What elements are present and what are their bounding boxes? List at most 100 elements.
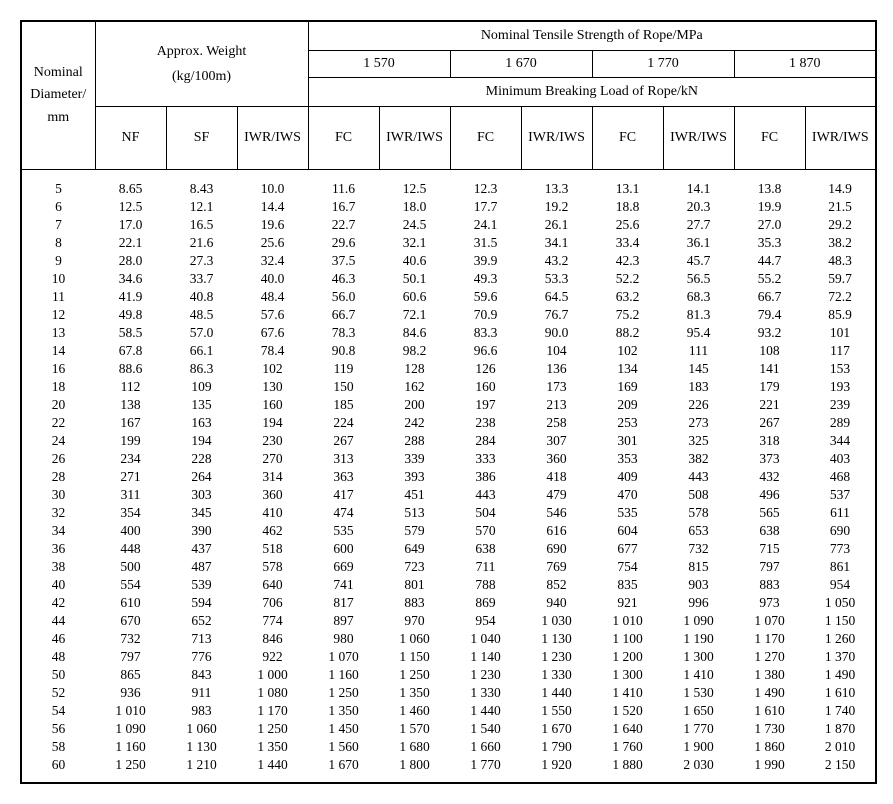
cell: 1 230: [521, 648, 592, 666]
cell: 677: [592, 540, 663, 558]
table-row: 36448437518600649638690677732715773: [21, 540, 876, 558]
cell: 1 090: [95, 720, 166, 738]
cell: 546: [521, 504, 592, 522]
cell: 843: [166, 666, 237, 684]
cell: 470: [592, 486, 663, 504]
cell: 42: [21, 594, 95, 612]
cell: 1 440: [450, 702, 521, 720]
table-row: 34400390462535579570616604653638690: [21, 522, 876, 540]
cell: 46.3: [308, 270, 379, 288]
table-row: 1249.848.557.666.772.170.976.775.281.379…: [21, 306, 876, 324]
cell: 911: [166, 684, 237, 702]
cell: 20: [21, 396, 95, 414]
cell: 954: [805, 576, 876, 594]
cell: 88.6: [95, 360, 166, 378]
cell: 150: [308, 378, 379, 396]
cell: 1 380: [734, 666, 805, 684]
cell: 325: [663, 432, 734, 450]
cell: 537: [805, 486, 876, 504]
table-row: 38500487578669723711769754815797861: [21, 558, 876, 576]
cell: 12.1: [166, 198, 237, 216]
col-iwr1: IWR/IWS: [237, 107, 308, 170]
col-nf: NF: [95, 107, 166, 170]
cell: 610: [95, 594, 166, 612]
cell: 16.5: [166, 216, 237, 234]
cell: 88.2: [592, 324, 663, 342]
cell: 1 440: [237, 756, 308, 783]
cell: 443: [450, 486, 521, 504]
cell: 474: [308, 504, 379, 522]
cell: 817: [308, 594, 379, 612]
cell: 579: [379, 522, 450, 540]
cell: 649: [379, 540, 450, 558]
cell: 1 610: [734, 702, 805, 720]
cell: 42.3: [592, 252, 663, 270]
cell: 221: [734, 396, 805, 414]
cell: 10: [21, 270, 95, 288]
cell: 48.5: [166, 306, 237, 324]
cell: 38: [21, 558, 95, 576]
cell: 1 150: [379, 648, 450, 666]
cell: 653: [663, 522, 734, 540]
cell: 57.0: [166, 324, 237, 342]
cell: 134: [592, 360, 663, 378]
cell: 690: [521, 540, 592, 558]
cell: 690: [805, 522, 876, 540]
cell: 273: [663, 414, 734, 432]
cell: 40.6: [379, 252, 450, 270]
cell: 417: [308, 486, 379, 504]
cell: 32.4: [237, 252, 308, 270]
cell: 318: [734, 432, 805, 450]
cell: 861: [805, 558, 876, 576]
cell: 6: [21, 198, 95, 216]
cell: 160: [450, 378, 521, 396]
cell: 90.0: [521, 324, 592, 342]
cell: 1 770: [663, 720, 734, 738]
col-iwr-1: IWR/IWS: [379, 107, 450, 170]
col-iwr-3: IWR/IWS: [663, 107, 734, 170]
cell: 883: [734, 576, 805, 594]
cell: 1 530: [663, 684, 734, 702]
cell: 1 490: [805, 666, 876, 684]
cell: 21.6: [166, 234, 237, 252]
cell: 303: [166, 486, 237, 504]
cell: 179: [734, 378, 805, 396]
cell: 130: [237, 378, 308, 396]
cell: 19.9: [734, 198, 805, 216]
cell: 769: [521, 558, 592, 576]
table-row: 30311303360417451443479470508496537: [21, 486, 876, 504]
cell: 390: [166, 522, 237, 540]
cell: 57.6: [237, 306, 308, 324]
cell: 58: [21, 738, 95, 756]
table-row: 446706527748979709541 0301 0101 0901 070…: [21, 612, 876, 630]
cell: 1 060: [166, 720, 237, 738]
cell: 22.1: [95, 234, 166, 252]
cell: 46: [21, 630, 95, 648]
cell: 1 030: [521, 612, 592, 630]
cell: 194: [237, 414, 308, 432]
cell: 360: [237, 486, 308, 504]
col-fc-1: FC: [308, 107, 379, 170]
cell: 313: [308, 450, 379, 468]
cell: 307: [521, 432, 592, 450]
cell: 1 460: [379, 702, 450, 720]
cell: 797: [95, 648, 166, 666]
cell: 108: [734, 342, 805, 360]
cell: 1 350: [237, 738, 308, 756]
cell: 13.1: [592, 170, 663, 199]
diameter-label-3: mm: [47, 110, 69, 125]
cell: 36.1: [663, 234, 734, 252]
cell: 513: [379, 504, 450, 522]
cell: 970: [379, 612, 450, 630]
table-row: 20138135160185200197213209226221239: [21, 396, 876, 414]
cell: 98.2: [379, 342, 450, 360]
cell: 34: [21, 522, 95, 540]
cell: 382: [663, 450, 734, 468]
cell: 112: [95, 378, 166, 396]
cell: 16: [21, 360, 95, 378]
cell: 2 030: [663, 756, 734, 783]
cell: 29.6: [308, 234, 379, 252]
cell: 1 070: [734, 612, 805, 630]
cell: 213: [521, 396, 592, 414]
header-tensile: Nominal Tensile Strength of Rope/MPa: [308, 21, 876, 51]
